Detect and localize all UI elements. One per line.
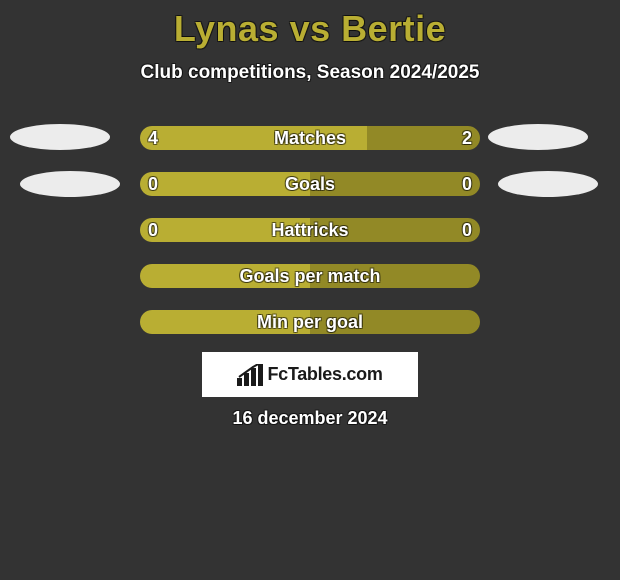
stat-value-left: 0 <box>148 172 178 196</box>
season-subtitle: Club competitions, Season 2024/2025 <box>0 62 620 84</box>
stat-row: Goals0 0 <box>0 172 620 196</box>
stat-label: Hattricks <box>140 218 480 242</box>
stat-rows-container: Matches42Goals00Hattricks00Goals per mat… <box>0 126 620 356</box>
player-ellipse-left <box>10 124 110 150</box>
stat-value-right: 0 <box>442 218 472 242</box>
player-ellipse-right <box>498 171 598 197</box>
vs-separator: vs <box>279 8 341 49</box>
stat-label: Matches <box>140 126 480 150</box>
player1-name: Lynas <box>174 8 279 49</box>
stat-value-left: 0 <box>148 218 178 242</box>
bars-icon <box>237 364 263 386</box>
stat-value-right: 0 <box>442 172 472 196</box>
player-ellipse-left <box>20 171 120 197</box>
stat-label: Goals <box>140 172 480 196</box>
player2-name: Bertie <box>341 8 446 49</box>
snapshot-date: 16 december 2024 <box>0 408 620 429</box>
comparison-infographic: Lynas vs Bertie Club competitions, Seaso… <box>0 0 620 580</box>
brand-logo: FcTables.com <box>237 364 382 386</box>
stat-value-left: 4 <box>148 126 178 150</box>
stat-row: Goals per match <box>0 264 620 288</box>
player-ellipse-right <box>488 124 588 150</box>
stat-label: Goals per match <box>140 264 480 288</box>
comparison-title: Lynas vs Bertie <box>0 8 620 50</box>
brand-box: FcTables.com <box>202 352 418 397</box>
stat-row: Hattricks0 0 <box>0 218 620 242</box>
stat-row: Matches4 2 <box>0 126 620 150</box>
stat-label: Min per goal <box>140 310 480 334</box>
stat-row: Min per goal <box>0 310 620 334</box>
stat-value-right: 2 <box>442 126 472 150</box>
brand-text: FcTables.com <box>267 364 382 385</box>
